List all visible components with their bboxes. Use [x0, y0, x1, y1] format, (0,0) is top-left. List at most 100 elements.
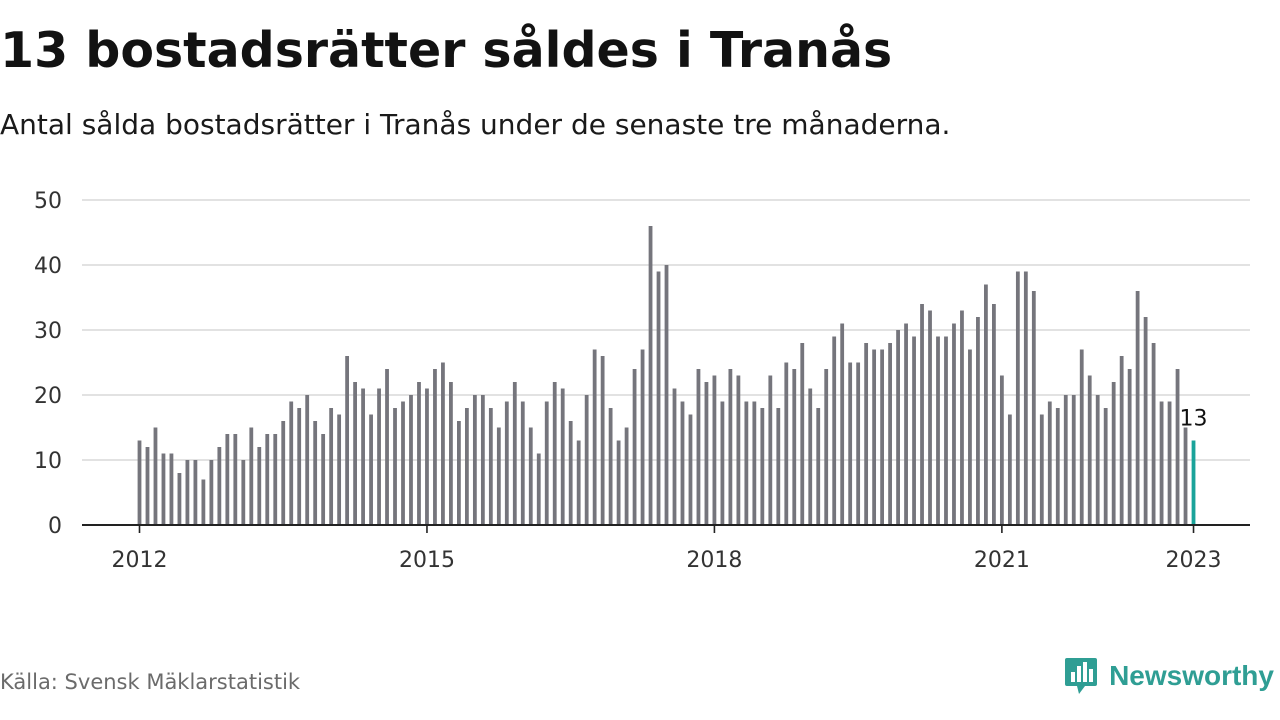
bar	[920, 304, 924, 525]
bar	[1135, 291, 1140, 525]
bar	[656, 271, 661, 525]
y-tick-label: 50	[34, 189, 62, 214]
x-axis-ticks: 2012 2015 2018 2021 2023	[112, 525, 1222, 573]
bar	[153, 427, 158, 525]
bar	[1111, 382, 1116, 525]
bar	[584, 395, 589, 525]
bar	[552, 382, 557, 525]
bar	[680, 401, 685, 525]
bar	[369, 414, 373, 525]
bar	[249, 427, 254, 525]
bar	[185, 460, 190, 525]
bar	[361, 388, 365, 525]
bar	[936, 336, 940, 525]
bar	[512, 382, 517, 525]
bar	[225, 434, 230, 525]
bar	[688, 414, 693, 525]
bar	[608, 408, 613, 525]
y-tick-label: 40	[34, 254, 62, 279]
bar	[1095, 395, 1100, 525]
bar	[441, 362, 445, 525]
y-tick-label: 30	[34, 319, 62, 344]
bar	[736, 375, 741, 525]
bar	[840, 323, 845, 525]
bar	[544, 401, 549, 525]
chart-title: 13 bostadsrätter såldes i Tranås	[0, 22, 893, 79]
bar	[1063, 395, 1068, 525]
bar	[560, 388, 565, 525]
bar	[1015, 271, 1020, 525]
bar	[417, 382, 421, 525]
bar	[1023, 271, 1028, 525]
brand-name: Newsworthy	[1109, 660, 1274, 691]
bar	[201, 479, 206, 525]
bar	[385, 369, 389, 525]
bar	[377, 388, 381, 525]
bar	[776, 408, 781, 525]
bar	[800, 343, 805, 525]
bar	[433, 369, 437, 525]
latest-value-label: 13	[1180, 407, 1208, 432]
bar	[1071, 395, 1076, 525]
bar	[345, 356, 350, 525]
bar	[648, 226, 653, 525]
bar	[568, 421, 573, 525]
bar	[848, 362, 853, 525]
bar	[999, 375, 1004, 525]
bar	[992, 304, 996, 525]
bar	[1159, 401, 1164, 525]
bar	[161, 453, 166, 525]
bar	[592, 349, 597, 525]
bar	[600, 356, 605, 525]
bar	[696, 369, 701, 525]
bar	[752, 401, 757, 525]
bar	[912, 336, 916, 525]
x-tick-label: 2023	[1166, 548, 1222, 573]
bar	[712, 375, 717, 525]
bar-chart: 0 10 20 30 40 50 2012 2015 2018 2021 2023 13	[34, 189, 1250, 573]
bar	[528, 427, 533, 525]
bar	[257, 447, 262, 525]
bar	[305, 395, 310, 525]
source-note: Källa: Svensk Mäklarstatistik	[0, 670, 301, 694]
bar	[744, 401, 749, 525]
bar	[896, 330, 900, 525]
bar	[1055, 408, 1060, 525]
bar	[488, 408, 493, 525]
bar	[1007, 414, 1012, 525]
bar	[1143, 317, 1148, 525]
bar	[137, 440, 142, 525]
bar	[864, 343, 869, 525]
bar	[856, 362, 861, 525]
bar	[425, 388, 429, 525]
y-axis-tick-labels: 0 10 20 30 40 50	[34, 189, 62, 539]
bar	[976, 317, 980, 525]
brand-logo: Newsworthy	[1063, 654, 1274, 698]
bar	[457, 421, 461, 525]
bar	[872, 349, 877, 525]
bar	[640, 349, 645, 525]
x-tick-label: 2021	[974, 548, 1030, 573]
bar	[968, 349, 972, 525]
bar	[824, 369, 829, 525]
bar	[1183, 427, 1188, 525]
bar	[784, 362, 789, 525]
bar	[880, 349, 885, 525]
bar	[1031, 291, 1036, 525]
bar	[1103, 408, 1108, 525]
bar	[241, 460, 246, 525]
bar	[984, 284, 988, 525]
bar	[289, 401, 294, 525]
bar	[321, 434, 326, 525]
bar	[504, 401, 509, 525]
bar	[209, 460, 214, 525]
bar	[808, 388, 813, 525]
bar	[664, 265, 669, 525]
bar	[952, 323, 956, 525]
bar	[480, 395, 485, 525]
bar	[177, 473, 182, 525]
bar	[353, 382, 357, 525]
bar	[728, 369, 733, 525]
y-tick-label: 10	[34, 449, 62, 474]
bar	[632, 369, 637, 525]
